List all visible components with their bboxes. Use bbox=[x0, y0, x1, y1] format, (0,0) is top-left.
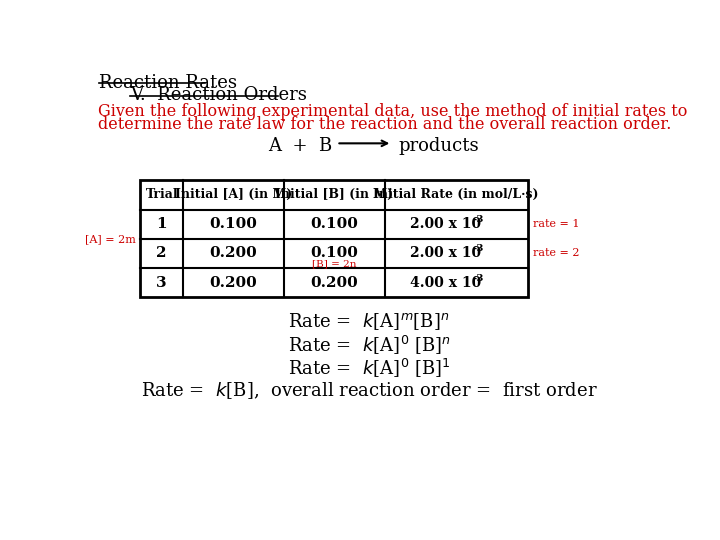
Text: Rate =  $k$[B],  overall reaction order =  first order: Rate = $k$[B], overall reaction order = … bbox=[140, 381, 598, 401]
Text: Rate =  $k$[A]$^0$ [B]$^1$: Rate = $k$[A]$^0$ [B]$^1$ bbox=[288, 357, 450, 380]
Text: Initial [B] (in M): Initial [B] (in M) bbox=[275, 188, 393, 201]
Text: 0.100: 0.100 bbox=[310, 217, 358, 231]
Text: 2.00 x 10: 2.00 x 10 bbox=[410, 217, 481, 231]
Bar bbox=[140, 180, 528, 298]
Text: 2.00 x 10: 2.00 x 10 bbox=[410, 246, 481, 260]
Text: 0.200: 0.200 bbox=[210, 246, 257, 260]
Text: V.  Reaction Orders: V. Reaction Orders bbox=[130, 86, 307, 104]
Text: 0.200: 0.200 bbox=[310, 276, 358, 289]
Text: products: products bbox=[398, 137, 479, 155]
Text: 2: 2 bbox=[156, 246, 167, 260]
Text: -3: -3 bbox=[472, 215, 484, 224]
Text: Initial [A] (in M): Initial [A] (in M) bbox=[175, 188, 292, 201]
Text: 1: 1 bbox=[156, 217, 167, 231]
Text: 0.100: 0.100 bbox=[310, 246, 358, 260]
Text: -3: -3 bbox=[472, 274, 484, 282]
Text: 3: 3 bbox=[156, 276, 167, 289]
Text: [B] = 2n: [B] = 2n bbox=[312, 260, 356, 268]
Text: Given the following experimental data, use the method of initial rates to: Given the following experimental data, u… bbox=[98, 103, 687, 120]
Text: rate = 1: rate = 1 bbox=[533, 219, 579, 229]
Text: [A] = 2m: [A] = 2m bbox=[85, 234, 136, 244]
Text: determine the rate law for the reaction and the overall reaction order.: determine the rate law for the reaction … bbox=[98, 116, 671, 133]
Text: Rate =  $k$[A]$^0$ [B]$^n$: Rate = $k$[A]$^0$ [B]$^n$ bbox=[287, 334, 451, 357]
Text: 4.00 x 10: 4.00 x 10 bbox=[410, 276, 481, 289]
Text: -3: -3 bbox=[472, 244, 484, 253]
Text: Initial Rate (in mol/L·s): Initial Rate (in mol/L·s) bbox=[374, 188, 539, 201]
Text: 0.100: 0.100 bbox=[210, 217, 257, 231]
Text: A  +  B: A + B bbox=[269, 137, 333, 155]
Text: Reaction Rates: Reaction Rates bbox=[99, 74, 238, 92]
Text: 0.200: 0.200 bbox=[210, 276, 257, 289]
Text: Rate =  $k$[A]$^m$[B]$^n$: Rate = $k$[A]$^m$[B]$^n$ bbox=[288, 311, 450, 332]
Text: Trial: Trial bbox=[145, 188, 178, 201]
Text: rate = 2: rate = 2 bbox=[533, 248, 579, 259]
